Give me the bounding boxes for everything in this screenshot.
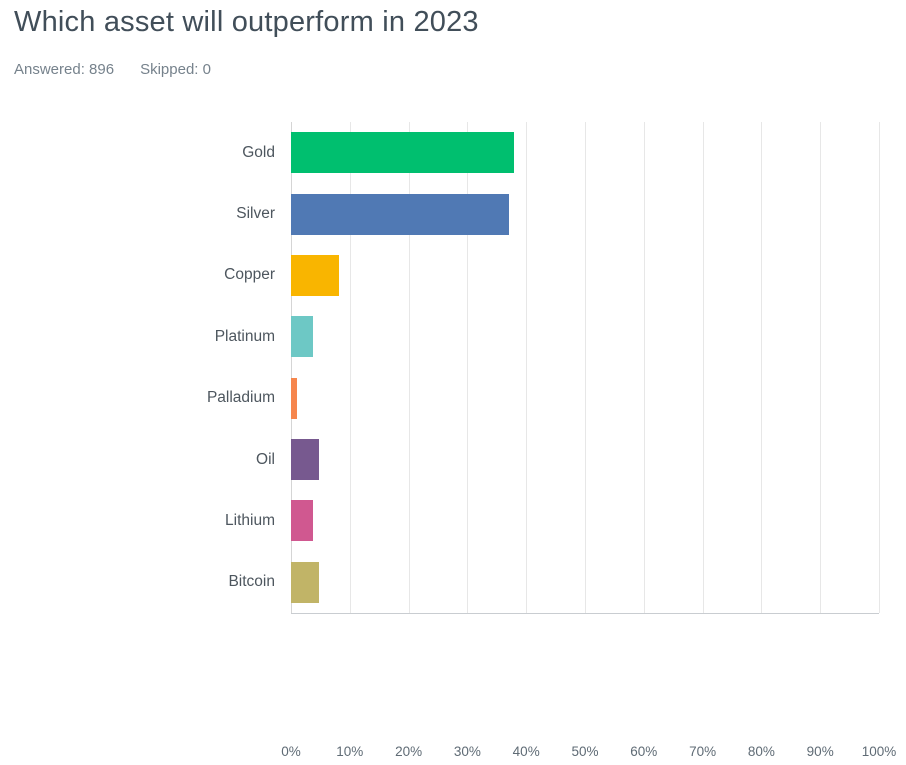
category-label: Silver [236, 205, 275, 223]
response-stats: Answered: 896 Skipped: 0 [14, 61, 211, 78]
gridline [702, 122, 704, 613]
gridline [291, 122, 292, 613]
x-tick-label: 40% [512, 744, 540, 759]
x-tick-label: 20% [395, 744, 423, 759]
chart-plot-area [291, 122, 880, 614]
gridline [349, 122, 351, 613]
bar [291, 254, 339, 296]
x-tick-label: 50% [571, 744, 599, 759]
category-label: Oil [256, 450, 275, 468]
x-axis: 0% 10% 20% 30% 40% 50% 60% 70% 80% 90% 100% [281, 735, 896, 765]
bar [291, 439, 320, 481]
x-tick-label: 90% [806, 744, 834, 759]
bar [291, 500, 313, 542]
x-tick-label: 70% [689, 744, 717, 759]
gridline [467, 122, 469, 613]
gridline [408, 122, 410, 613]
x-tick-label: 0% [281, 744, 301, 759]
bar [291, 561, 320, 603]
bar [291, 193, 510, 235]
bar [291, 316, 313, 358]
x-tick-label: 60% [630, 744, 658, 759]
category-label: Gold [242, 143, 275, 161]
gridline [526, 122, 528, 613]
category-label: Bitcoin [228, 573, 275, 591]
gridline [585, 122, 586, 613]
answered-count: Answered: 896 [14, 61, 115, 78]
category-label: Platinum [214, 327, 275, 345]
x-tick-label: 80% [747, 744, 775, 759]
bar [291, 132, 514, 174]
skipped-count: Skipped: 0 [140, 61, 211, 78]
category-label: Palladium [206, 389, 275, 407]
category-axis: Gold Silver Copper Platinum Palladium Oil Lith… [0, 122, 275, 613]
gridline [643, 122, 645, 613]
bar-chart: Gold Silver Copper Platinum Palladium Oil Lith… [0, 122, 906, 759]
x-tick-label: 10% [336, 744, 364, 759]
category-label: Lithium [225, 511, 275, 529]
x-tick-label: 100% [861, 744, 897, 759]
x-tick-label: 30% [453, 744, 481, 759]
page-title: Which asset will outperform in 2023 [14, 6, 479, 38]
bar [291, 377, 297, 419]
category-label: Copper [224, 266, 275, 284]
gridline [761, 122, 763, 613]
gridline [879, 122, 880, 613]
gridline [820, 122, 822, 613]
